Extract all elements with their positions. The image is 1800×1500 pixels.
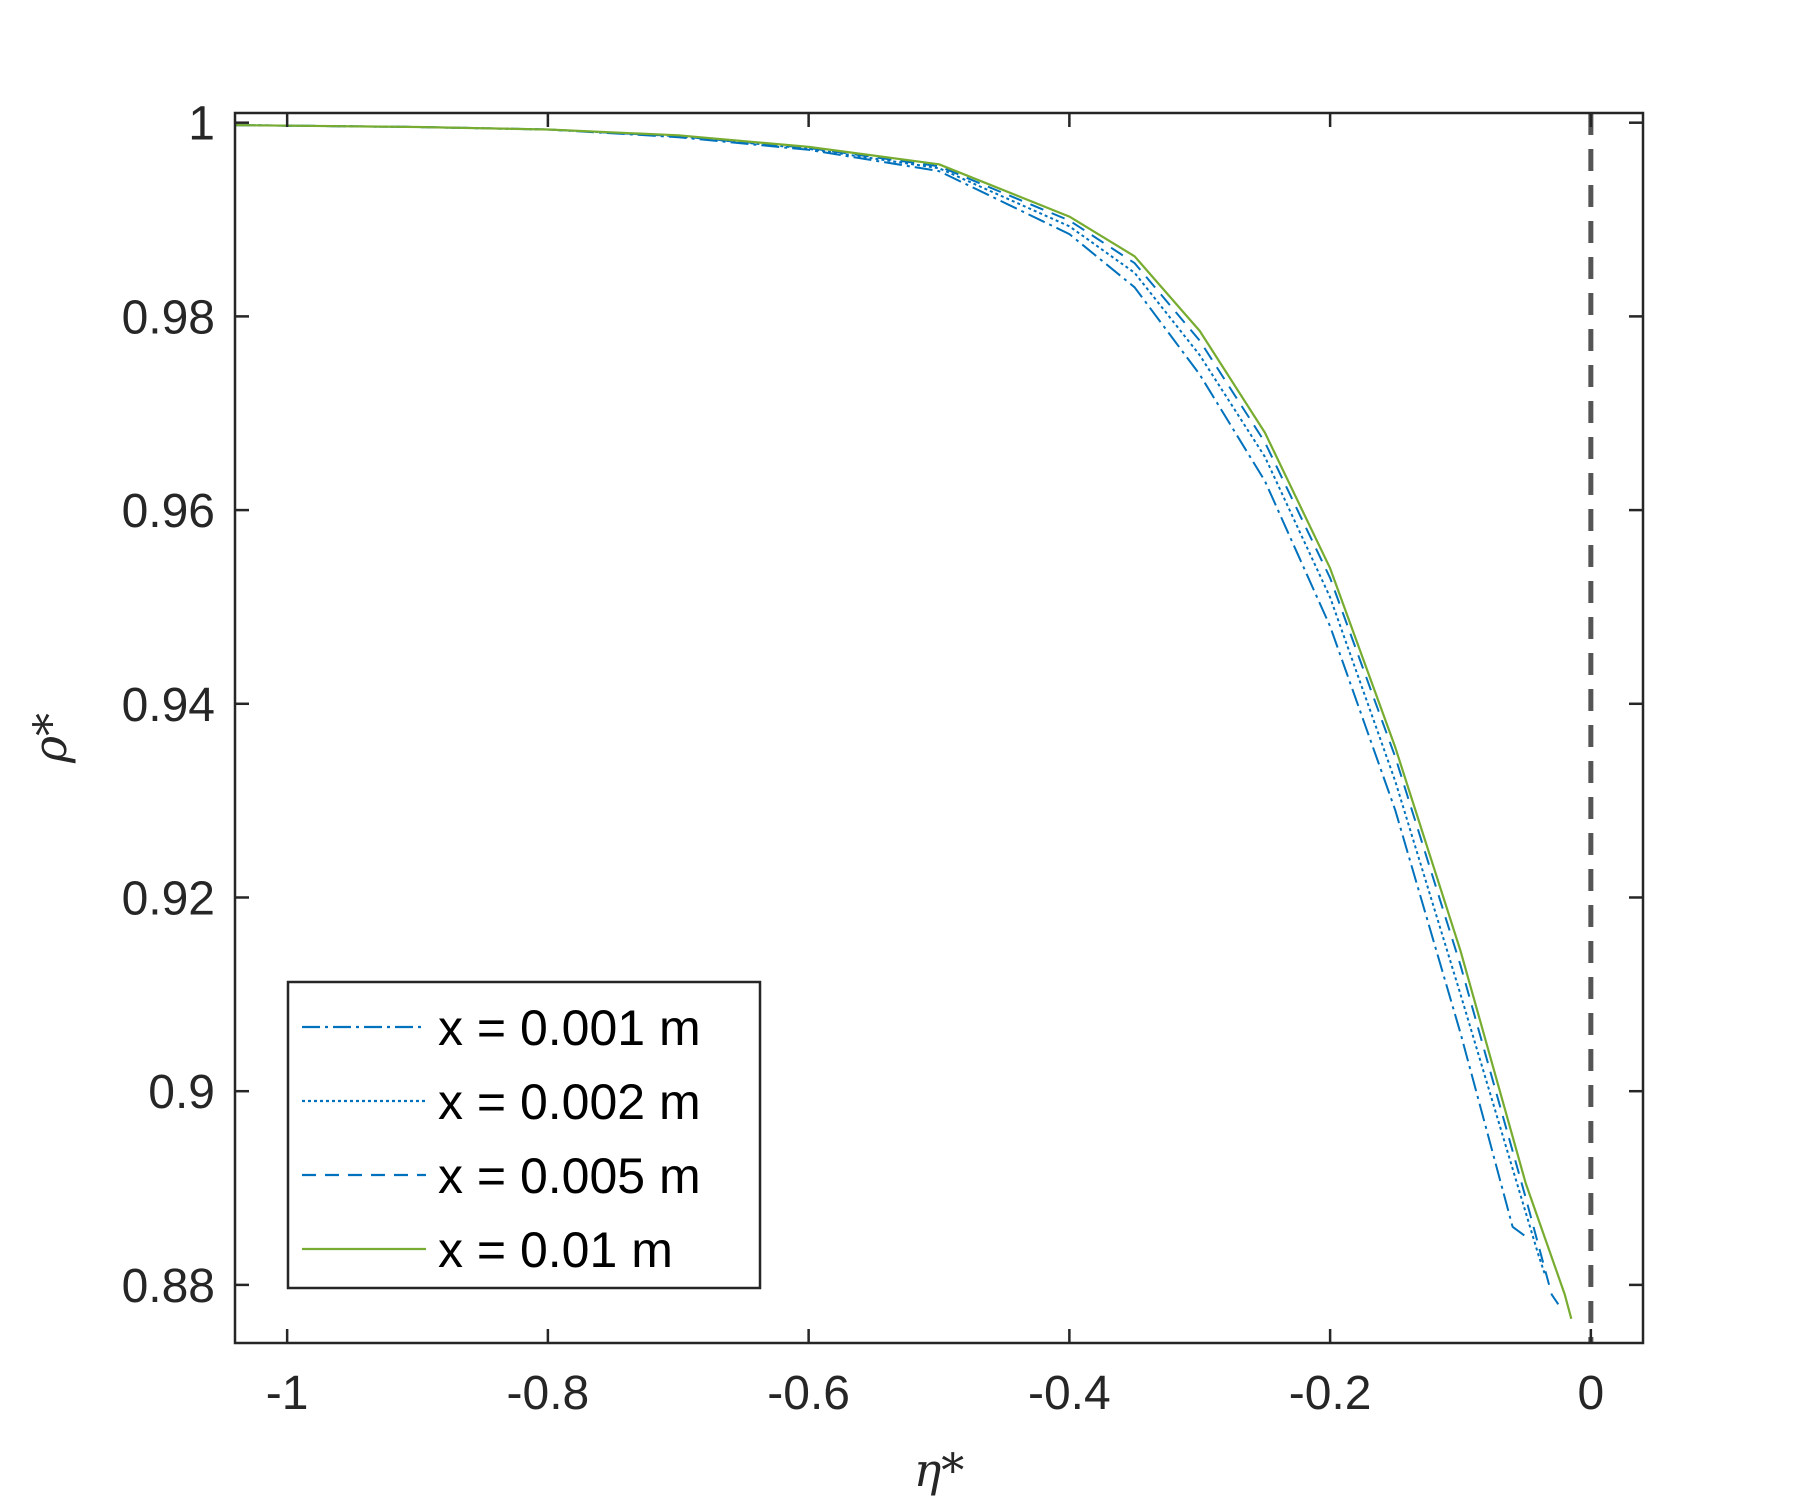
x-axis-label: η* <box>914 1443 965 1497</box>
y-tick-label: 0.96 <box>122 485 215 538</box>
axes-box <box>233 111 1645 1345</box>
series-line-4 <box>234 124 1573 1320</box>
y-tick-label: 1 <box>188 98 215 151</box>
y-tick-label: 0.9 <box>148 1066 215 1119</box>
x-tick-label: 0 <box>1578 1367 1605 1420</box>
y-axis-ticks: 0.88 0.9 0.92 0.94 0.96 0.98 1 <box>122 98 1643 1313</box>
legend-label-1: x = 0.001 m <box>438 1000 701 1056</box>
legend-label-4: x = 0.01 m <box>438 1222 673 1278</box>
legend-label-3: x = 0.005 m <box>438 1148 701 1204</box>
x-tick-label: -1 <box>266 1367 309 1420</box>
y-tick-label: 0.98 <box>122 291 215 344</box>
y-tick-label: 0.94 <box>122 679 215 732</box>
x-tick-label: -0.2 <box>1289 1367 1372 1420</box>
legend: x = 0.001 m x = 0.002 m x = 0.005 m x = 0.0… <box>286 980 762 1290</box>
x-tick-label: -0.4 <box>1028 1367 1111 1420</box>
x-tick-label: -0.6 <box>767 1367 850 1420</box>
x-axis-ticks: -1 -0.8 -0.6 -0.4 -0.2 0 <box>266 113 1604 1420</box>
y-tick-label: 0.88 <box>122 1260 215 1313</box>
legend-label-2: x = 0.002 m <box>438 1074 701 1130</box>
x-tick-label: -0.8 <box>507 1367 590 1420</box>
x-axis-label-group: η* <box>914 1443 965 1497</box>
y-axis-label-group: ρ* <box>23 713 77 764</box>
plot-lines <box>234 124 1573 1320</box>
legend-box <box>286 980 762 1290</box>
y-tick-label: 0.92 <box>122 872 215 925</box>
y-axis-label: ρ* <box>23 713 77 764</box>
